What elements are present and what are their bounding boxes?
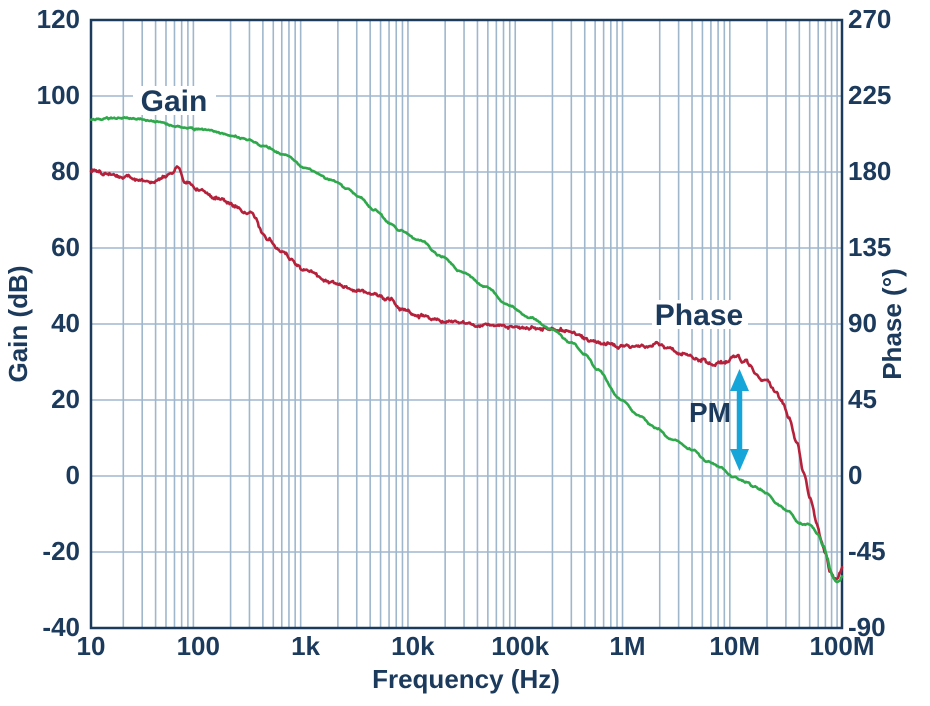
svg-text:80: 80 (51, 156, 80, 186)
svg-text:100: 100 (177, 631, 220, 661)
svg-text:100k: 100k (491, 631, 549, 661)
svg-text:10M: 10M (709, 631, 760, 661)
svg-text:1M: 1M (609, 631, 645, 661)
svg-text:60: 60 (51, 232, 80, 262)
svg-text:45: 45 (848, 384, 877, 414)
svg-text:40: 40 (51, 308, 80, 338)
svg-text:0: 0 (66, 460, 80, 490)
svg-text:Phase (°): Phase (°) (877, 268, 907, 380)
svg-text:Gain: Gain (141, 85, 208, 118)
svg-text:225: 225 (848, 80, 891, 110)
svg-text:10k: 10k (391, 631, 435, 661)
svg-text:120: 120 (37, 4, 80, 34)
svg-text:0: 0 (848, 460, 862, 490)
svg-text:20: 20 (51, 384, 80, 414)
svg-text:-40: -40 (42, 612, 80, 642)
svg-text:Phase: Phase (655, 299, 743, 332)
svg-text:-20: -20 (42, 536, 80, 566)
svg-text:1k: 1k (291, 631, 320, 661)
svg-text:PM: PM (689, 397, 731, 428)
svg-text:100M: 100M (809, 631, 874, 661)
svg-text:100: 100 (37, 80, 80, 110)
svg-text:-45: -45 (848, 536, 886, 566)
svg-text:135: 135 (848, 232, 891, 262)
svg-text:Gain (dB): Gain (dB) (3, 266, 33, 383)
svg-text:90: 90 (848, 308, 877, 338)
svg-text:10: 10 (77, 631, 106, 661)
svg-text:180: 180 (848, 156, 891, 186)
svg-text:270: 270 (848, 4, 891, 34)
svg-text:Frequency (Hz): Frequency (Hz) (372, 664, 560, 694)
